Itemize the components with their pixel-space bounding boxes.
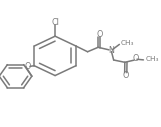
Text: N: N [108, 46, 114, 55]
Text: O: O [122, 71, 128, 80]
Text: O: O [96, 30, 103, 39]
Text: CH₃: CH₃ [146, 56, 159, 62]
Text: O: O [132, 54, 139, 63]
Text: CH₃: CH₃ [121, 40, 134, 46]
Text: Cl: Cl [51, 18, 59, 27]
Text: O: O [25, 62, 31, 71]
